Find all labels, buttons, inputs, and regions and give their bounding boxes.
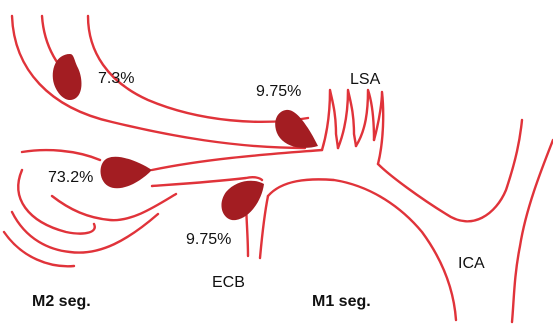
label-bifurcation-percent: 73.2% — [48, 169, 93, 186]
label-ica: ICA — [458, 255, 485, 272]
m1-lower-wall — [266, 178, 458, 322]
lower-m2-outer-wall-1 — [10, 210, 160, 254]
lsa-vessel-1 — [320, 88, 340, 152]
lower-m2-upper-wall — [20, 148, 102, 162]
aneurysms — [52, 54, 318, 221]
aneurysm-ecb — [221, 180, 264, 221]
vessel-walls — [2, 14, 553, 324]
ecb-right-wall — [258, 194, 270, 260]
label-lsa: LSA — [350, 71, 381, 88]
lsa-vessel-2 — [336, 88, 358, 150]
lower-m2-inner-wall — [50, 192, 178, 222]
ica-right-wall — [510, 138, 553, 324]
lower-m2-outer-wall-2 — [2, 230, 76, 268]
aneurysm-upper-m2 — [52, 54, 82, 101]
aneurysm-lsa — [275, 109, 318, 148]
lower-m2-loop — [17, 168, 96, 235]
label-ecb: ECB — [212, 274, 245, 291]
lsa-vessel-4 — [372, 90, 385, 166]
aneurysm-bifurcation — [100, 156, 152, 189]
ica-upper-wall — [376, 118, 524, 223]
trunk-lower-wall — [150, 148, 324, 172]
labels: 7.3% 73.2% 9.75% 9.75% LSA ICA ECB M2 se… — [32, 70, 485, 310]
lsa-vessel-3 — [354, 88, 376, 148]
label-upper-m2-percent: 7.3% — [98, 70, 134, 87]
upper-m2-inner-wall — [86, 14, 310, 124]
upper-m2-outer-wall — [10, 14, 307, 150]
label-m2-segment: M2 seg. — [32, 293, 91, 310]
label-lsa-percent: 9.75% — [256, 83, 301, 100]
label-m1-segment: M1 seg. — [312, 293, 371, 310]
label-ecb-percent: 9.75% — [186, 231, 231, 248]
ecb-top-wall — [150, 175, 264, 188]
